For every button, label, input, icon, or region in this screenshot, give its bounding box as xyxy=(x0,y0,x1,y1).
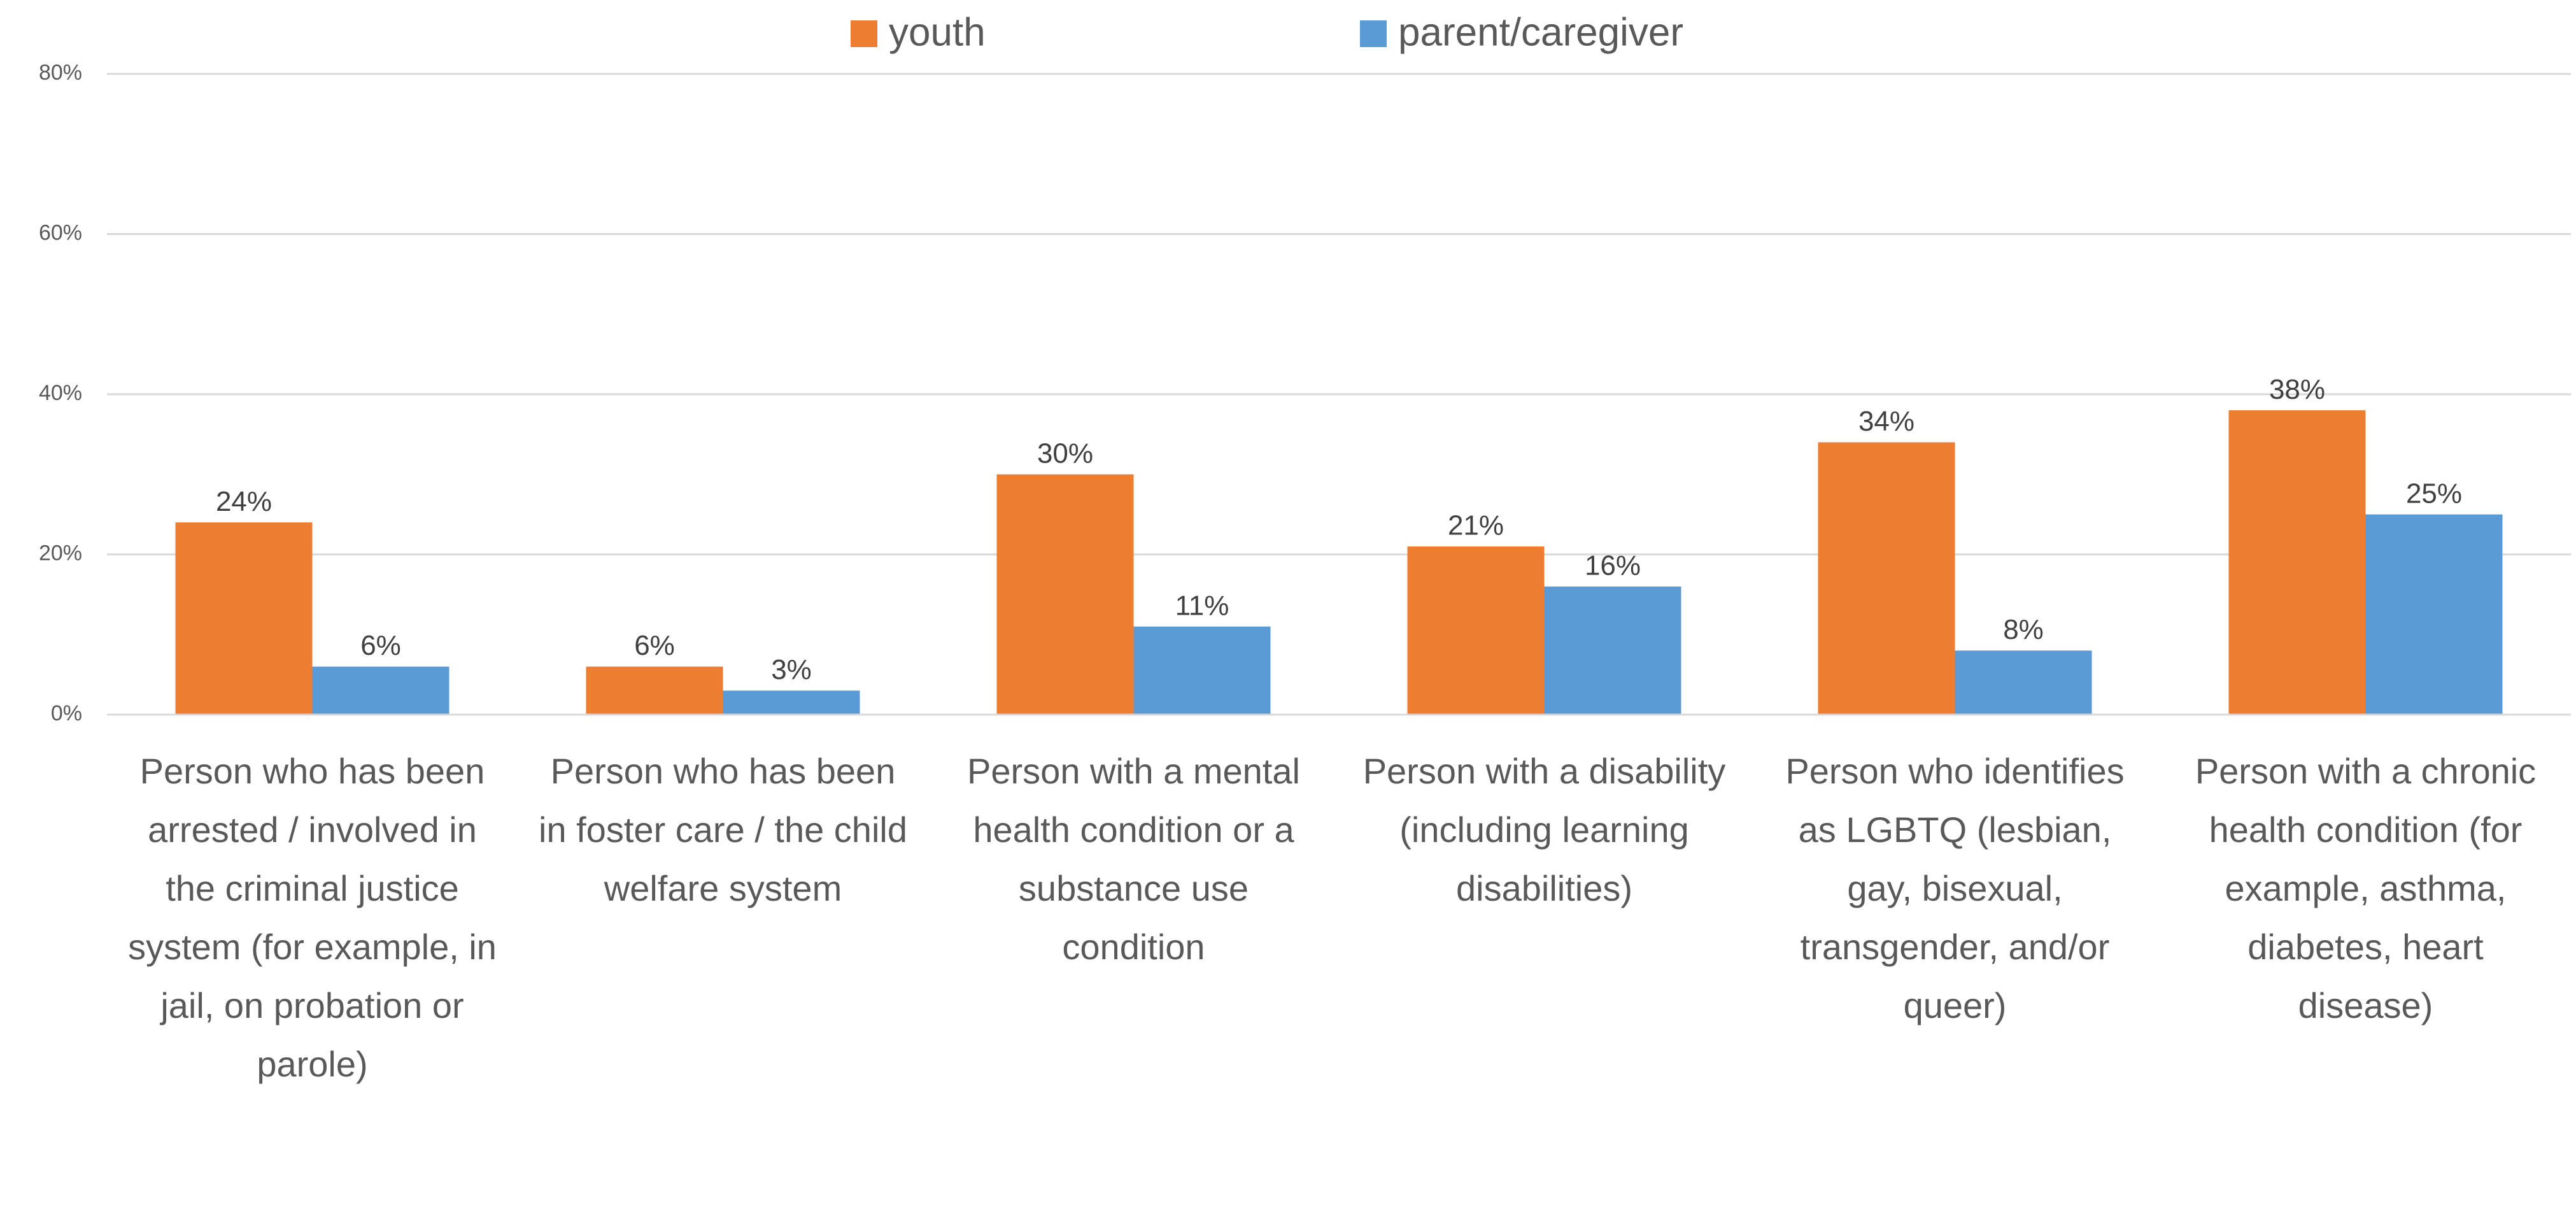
data-label: 25% xyxy=(2406,478,2462,509)
category-line: Person with a disability xyxy=(1363,751,1726,791)
category-line: Person with a mental xyxy=(967,751,1300,791)
bar xyxy=(1955,650,2092,715)
category-line: substance use xyxy=(1019,868,1249,908)
y-tick-label: 80% xyxy=(39,61,82,85)
bar xyxy=(2228,410,2366,715)
category-line: condition xyxy=(1062,927,1205,967)
category-line: welfare system xyxy=(604,868,842,908)
legend-swatch xyxy=(851,20,877,47)
bar xyxy=(1544,586,1681,715)
data-label: 21% xyxy=(1448,510,1504,541)
category-line: jail, on probation or xyxy=(159,985,464,1025)
bar xyxy=(175,522,313,715)
category-line: in foster care / the child xyxy=(539,810,907,850)
category-line: the criminal justice xyxy=(166,868,459,908)
category-line: health condition or a xyxy=(973,810,1294,850)
y-tick-label: 20% xyxy=(39,541,82,565)
y-tick-label: 0% xyxy=(51,701,82,725)
x-tick-label: Person with a chronic health condition (f… xyxy=(2195,751,2536,1025)
y-tick-label: 60% xyxy=(39,220,82,245)
category-line: transgender, and/or xyxy=(1801,927,2110,967)
category-line: diabetes, heart xyxy=(2247,927,2484,967)
bar xyxy=(1407,546,1545,715)
category-line: example, asthma, xyxy=(2225,868,2507,908)
category-line: disease) xyxy=(2298,985,2433,1025)
y-tick-label: 40% xyxy=(39,381,82,405)
category-line: arrested / involved in xyxy=(148,810,477,850)
x-tick-label: Person who identifies as LGBTQ (lesbian, g… xyxy=(1785,751,2124,1025)
data-label: 3% xyxy=(771,654,812,685)
data-label: 16% xyxy=(1585,550,1641,581)
legend-swatch xyxy=(1360,20,1387,47)
bar xyxy=(723,690,860,715)
data-label: 30% xyxy=(1037,438,1093,469)
category-line: gay, bisexual, xyxy=(1847,868,2062,908)
bar xyxy=(2365,514,2503,715)
data-label: 38% xyxy=(2269,374,2325,405)
data-label: 34% xyxy=(1858,406,1914,437)
category-line: parole) xyxy=(257,1044,367,1084)
data-label: 24% xyxy=(216,486,272,517)
data-label: 11% xyxy=(1175,590,1229,621)
x-tick-label: Person who has been in foster care / the … xyxy=(539,751,907,908)
x-tick-label: Person who has been arrested / involved i… xyxy=(128,751,497,1084)
legend-label: parent/caregiver xyxy=(1398,10,1683,54)
data-label: 8% xyxy=(2003,614,2044,645)
category-line: Person with a chronic xyxy=(2195,751,2536,791)
category-line: Person who has been xyxy=(140,751,485,791)
legend-label: youth xyxy=(889,10,986,54)
x-tick-label: Person with a mental health condition or … xyxy=(967,751,1300,967)
category-line: disabilities) xyxy=(1456,868,1632,908)
category-line: health condition (for xyxy=(2209,810,2523,850)
bar xyxy=(312,666,449,715)
category-line: queer) xyxy=(1904,985,2007,1025)
data-label: 6% xyxy=(634,630,675,661)
category-line: system (for example, in xyxy=(128,927,497,967)
data-label: 6% xyxy=(360,630,401,661)
bar xyxy=(1818,442,1955,715)
bar xyxy=(1133,626,1271,715)
category-line: Person who has been xyxy=(551,751,896,791)
bar xyxy=(586,666,723,715)
category-line: Person who identifies xyxy=(1785,751,2124,791)
category-line: as LGBTQ (lesbian, xyxy=(1799,810,2112,850)
category-line: (including learning xyxy=(1399,810,1689,850)
x-tick-label: Person with a disability (including learn… xyxy=(1363,751,1726,908)
bar xyxy=(996,474,1134,715)
